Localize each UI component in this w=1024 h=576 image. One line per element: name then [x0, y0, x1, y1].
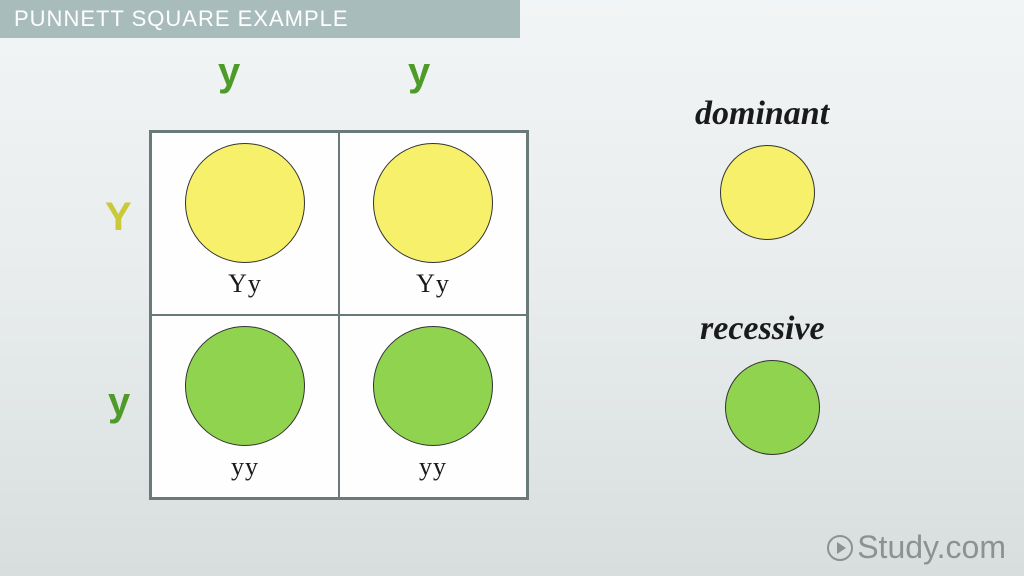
top-allele-1: y — [218, 50, 240, 95]
pea-icon — [185, 326, 305, 446]
cell-0: Yy — [151, 132, 339, 315]
play-icon — [827, 535, 853, 561]
title-bar: PUNNETT SQUARE EXAMPLE — [0, 0, 520, 38]
pea-icon — [373, 326, 493, 446]
title-text: PUNNETT SQUARE EXAMPLE — [14, 6, 349, 31]
legend-recessive-label: recessive — [700, 310, 825, 348]
cell-2: yy — [151, 315, 339, 498]
pea-icon — [185, 143, 305, 263]
legend-recessive-pea-icon — [725, 360, 820, 455]
pea-icon — [373, 143, 493, 263]
left-allele-1: Y — [105, 195, 132, 240]
watermark-text: Study.com — [857, 529, 1006, 566]
watermark: Study.com — [827, 529, 1006, 566]
genotype-label: Yy — [228, 269, 262, 299]
cell-3: yy — [339, 315, 527, 498]
genotype-label: Yy — [416, 269, 450, 299]
legend-dominant-pea-icon — [720, 145, 815, 240]
genotype-label: yy — [419, 452, 447, 482]
genotype-label: yy — [231, 452, 259, 482]
cell-1: Yy — [339, 132, 527, 315]
top-allele-2: y — [408, 50, 430, 95]
punnett-grid: Yy Yy yy yy — [149, 130, 529, 500]
left-allele-2: y — [108, 380, 130, 425]
legend-dominant-label: dominant — [695, 95, 829, 133]
